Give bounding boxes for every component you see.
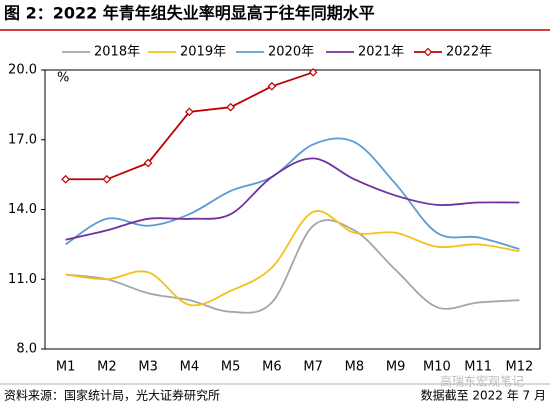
- x-tick-label: M3: [138, 360, 158, 375]
- chart-title: 图 2：2022 年青年组失业率明显高于往年同期水平: [4, 4, 375, 23]
- point-marker: [102, 174, 112, 184]
- note: 数据截至 2022 年 7 月: [421, 388, 546, 403]
- y-tick-label: 11.0: [8, 272, 37, 287]
- y-tick-label: 20.0: [8, 63, 37, 78]
- x-tick-label: M8: [345, 360, 365, 375]
- series-line: [65, 210, 520, 307]
- y-tick-label: 14.0: [8, 202, 37, 217]
- x-tick-label: M12: [505, 360, 533, 375]
- y-unit: %: [57, 71, 69, 86]
- series-line: [65, 137, 520, 250]
- x-tick-label: M5: [221, 360, 241, 375]
- point-marker: [226, 102, 235, 112]
- point-marker: [143, 158, 153, 168]
- legend-label: 2018年: [94, 45, 140, 60]
- x-tick-label: M9: [386, 360, 406, 375]
- point-marker: [185, 107, 194, 117]
- x-tick-label: M6: [262, 360, 282, 375]
- series-line: [65, 71, 314, 181]
- legend-label: 2022年: [446, 45, 492, 60]
- y-tick-label: 8.0: [16, 342, 37, 357]
- x-tick-label: M4: [180, 360, 200, 375]
- x-tick-label: M1: [56, 360, 76, 375]
- plot-frame: [44, 69, 541, 350]
- point-marker: [267, 81, 277, 91]
- x-tick-label: M11: [464, 360, 492, 375]
- x-tick-label: M7: [303, 360, 323, 375]
- legend-label: 2020年: [268, 45, 314, 60]
- series-line: [65, 219, 520, 314]
- point-marker: [61, 174, 70, 184]
- x-tick-label: M2: [97, 360, 117, 375]
- y-tick-label: 17.0: [8, 132, 37, 147]
- watermark: 高瑞东宏观笔记: [440, 374, 524, 389]
- legend-marker: [423, 47, 433, 57]
- series-line: [65, 157, 520, 241]
- source: 资料来源：国家统计局，光大证券研究所: [4, 388, 220, 403]
- point-marker: [308, 67, 318, 77]
- x-tick-label: M10: [423, 360, 451, 375]
- legend-label: 2019年: [180, 45, 226, 60]
- legend-label: 2021年: [358, 45, 404, 60]
